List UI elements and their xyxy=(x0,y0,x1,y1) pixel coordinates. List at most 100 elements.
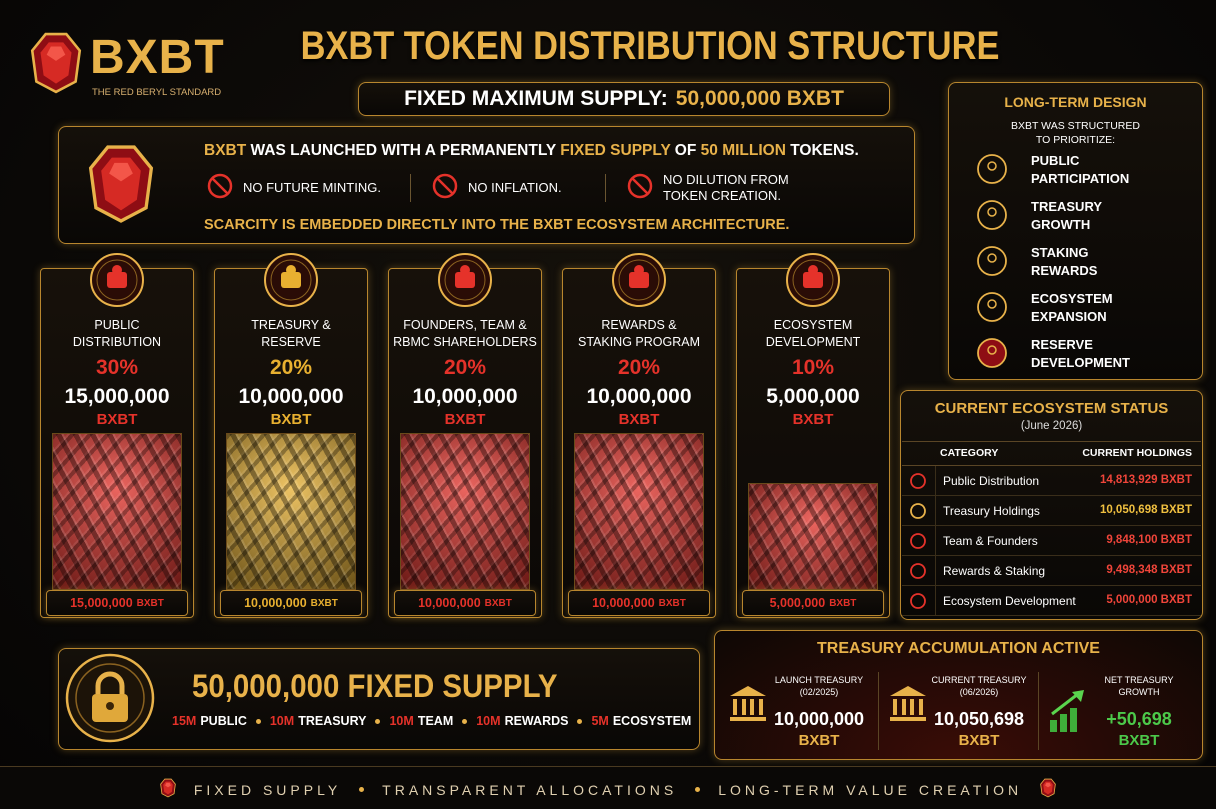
shape xyxy=(987,253,997,263)
icon xyxy=(207,173,233,204)
label-line: DISTRIBUTION xyxy=(72,335,162,349)
shape xyxy=(1070,708,1077,732)
label-line: DEVELOPMENT xyxy=(765,335,861,349)
breakdown-label: TEAM xyxy=(417,714,454,728)
treasury-title: TREASURY ACCUMULATION ACTIVE xyxy=(817,640,1100,657)
column-unit: BXBT xyxy=(792,411,834,428)
label-line: ECOSYSTEM xyxy=(773,318,853,332)
shape xyxy=(1060,714,1067,732)
supply-label: FIXED MAXIMUM SUPPLY: xyxy=(404,87,668,110)
treasury-label: CURRENT TREASURY (06/2026) xyxy=(924,674,1034,698)
feature-line: NO INFLATION. xyxy=(468,180,562,195)
label-line: LAUNCH TREASURY xyxy=(774,675,864,685)
shape xyxy=(112,265,122,275)
shape xyxy=(436,177,454,195)
footer-amount: 5,000,000 xyxy=(769,596,826,610)
shape xyxy=(455,272,475,288)
long-term-item: STAKING REWARDS xyxy=(1031,244,1097,280)
column-footer: 5,000,000 BXBT xyxy=(742,590,884,616)
shape xyxy=(65,653,155,743)
shape xyxy=(910,473,926,489)
bullet xyxy=(577,718,583,724)
label-line: RESERVE xyxy=(261,335,321,349)
shape xyxy=(977,200,1007,230)
breakdown-amount: 15M xyxy=(172,714,197,728)
shape xyxy=(30,32,82,94)
shape xyxy=(270,259,312,301)
shape xyxy=(1040,778,1056,798)
column-unit: BXBT xyxy=(444,411,486,428)
icon xyxy=(975,290,1009,329)
column-header: CATEGORY xyxy=(940,447,999,459)
column-label: TREASURY & RESERVE xyxy=(214,317,368,351)
shape xyxy=(612,253,666,307)
subtitle-line: BXBT WAS STRUCTURED xyxy=(1011,120,1140,132)
icon xyxy=(785,252,841,313)
divider xyxy=(605,174,606,202)
shape xyxy=(95,671,125,696)
column-footer: 15,000,000 BXBT xyxy=(46,590,188,616)
shape xyxy=(890,686,926,721)
treasury-unit: BXBT xyxy=(958,732,1000,749)
label-line: GROWTH xyxy=(1118,687,1160,697)
shape xyxy=(910,533,926,549)
label-line: STAKING PROGRAM xyxy=(577,335,700,349)
column-amount: 5,000,000 xyxy=(766,385,860,408)
shape xyxy=(730,686,766,696)
icon xyxy=(160,778,176,801)
footer-unit: BXBT xyxy=(310,597,338,609)
column-unit: BXBT xyxy=(96,411,138,428)
icon xyxy=(437,252,493,313)
status-row xyxy=(902,466,1201,496)
shape xyxy=(910,699,914,715)
row-divider xyxy=(935,496,936,526)
icon xyxy=(64,652,156,749)
column-unit: BXBT xyxy=(270,411,312,428)
shape xyxy=(107,272,127,288)
row-category: Rewards & Staking xyxy=(943,564,1046,578)
treasury-unit: BXBT xyxy=(798,732,840,749)
icon xyxy=(909,532,927,555)
shape xyxy=(618,259,660,301)
shape xyxy=(211,177,229,195)
column-percent: 20% xyxy=(617,356,661,379)
footer-item: LONG-TERM VALUE CREATION xyxy=(718,781,1023,798)
item-line: EXPANSION xyxy=(1031,309,1107,324)
status-row xyxy=(902,496,1201,526)
breakdown-label: REWARDS xyxy=(504,714,569,728)
icon xyxy=(909,472,927,495)
icon xyxy=(909,592,927,615)
intro-panel xyxy=(58,126,915,244)
treasury-panel xyxy=(714,630,1203,760)
status-panel xyxy=(900,390,1203,620)
shape xyxy=(808,265,818,275)
footer-amount: 10,000,000 xyxy=(244,596,307,610)
headline-segment: WAS LAUNCHED WITH A PERMANENTLY xyxy=(246,142,561,159)
divider xyxy=(1038,672,1039,750)
column-percent: 30% xyxy=(95,356,139,379)
label-line: FOUNDERS, TEAM & xyxy=(403,318,527,332)
breakdown-amount: 10M xyxy=(476,714,501,728)
icon xyxy=(1040,778,1056,801)
status-row xyxy=(902,526,1201,556)
column-amount: 10,000,000 xyxy=(238,385,344,408)
icon xyxy=(975,336,1009,375)
treasury-value: +50,698 xyxy=(1106,709,1172,729)
shape xyxy=(1045,782,1052,788)
row-holdings: 14,813,929 BXBT xyxy=(1099,474,1192,486)
shape xyxy=(460,265,470,275)
shape xyxy=(977,246,1007,276)
shape xyxy=(629,272,649,288)
breakdown-label: TREASURY xyxy=(298,714,367,728)
shape xyxy=(987,161,997,171)
supply-breakdown: 15M PUBLIC 10M TREASURY 10M TEAM 10M REWARDS 5M E… xyxy=(172,714,691,728)
shape xyxy=(910,503,926,519)
long-term-subtitle: BXBT WAS STRUCTURED TO PRIORITIZE: xyxy=(948,119,1203,147)
bullet xyxy=(375,718,381,724)
row-divider xyxy=(935,556,936,586)
column-amount: 10,000,000 xyxy=(586,385,692,408)
supply-headline: 50,000,000 FIXED SUPPLY xyxy=(192,668,558,704)
icon xyxy=(88,138,154,235)
column-percent: 20% xyxy=(443,356,487,379)
feature: NO INFLATION. xyxy=(468,180,562,196)
